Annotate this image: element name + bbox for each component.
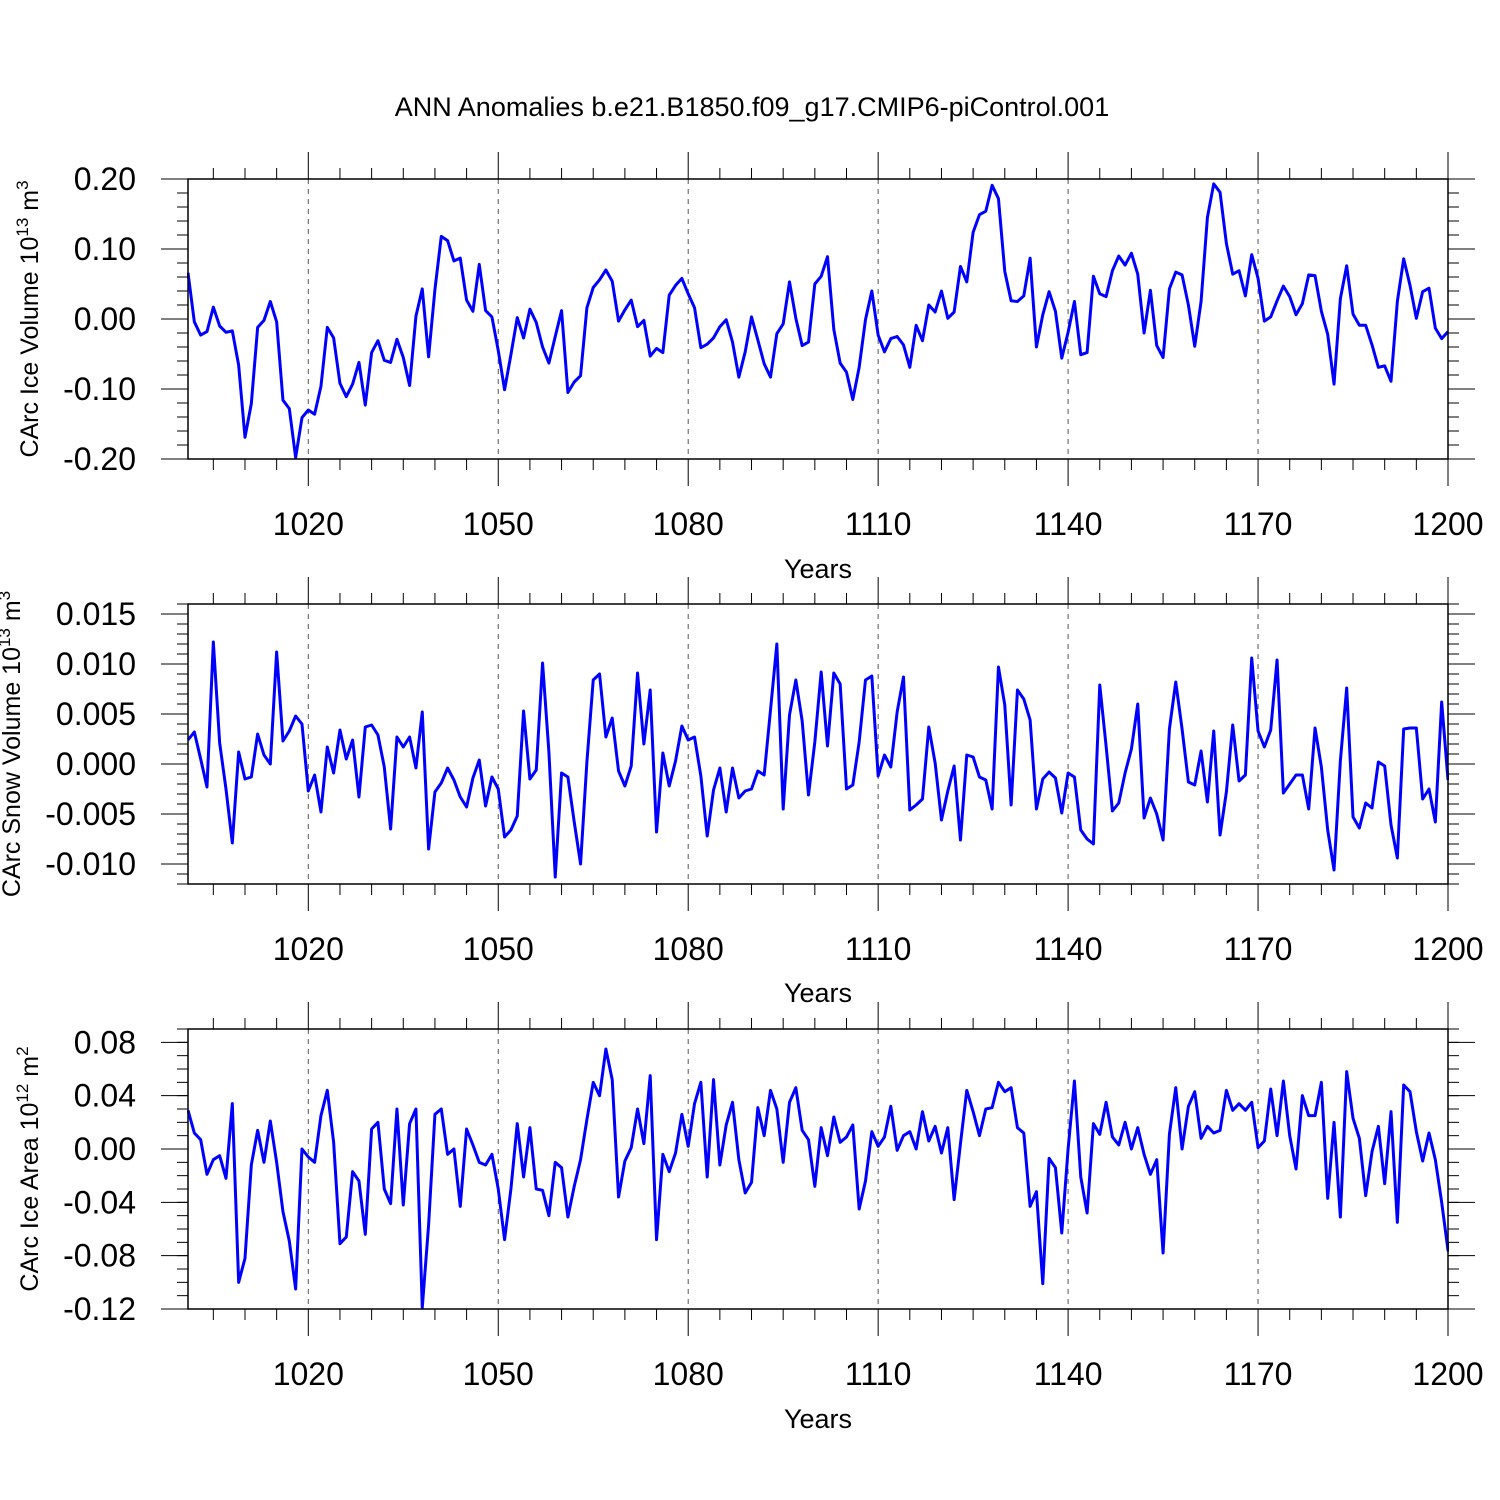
x-tick-label: 1140	[1034, 1356, 1103, 1392]
y-tick-label: 0.000	[56, 746, 136, 782]
x-tick-label: 1170	[1224, 931, 1293, 967]
y-tick-label: 0.00	[74, 301, 136, 337]
y-tick-label: -0.20	[63, 441, 136, 477]
y-tick-label: -0.010	[45, 846, 136, 882]
y-axis-label-exponent: 13	[0, 628, 14, 647]
x-tick-label: 1140	[1034, 506, 1103, 542]
series-line	[187, 182, 1449, 460]
y-axis-label-main: CArc Snow Volume 10	[0, 647, 26, 897]
panel-3: -0.12 -0.08 -0.04 0.00 0.04 0.08 1020 1050 1080 1…	[13, 1002, 1484, 1434]
y-tick-label: 0.010	[56, 646, 136, 682]
y-axis-label-main: CArc Ice Area 10	[16, 1103, 44, 1292]
x-axis-label: Years	[784, 1404, 852, 1434]
series-line	[187, 1047, 1449, 1310]
x-tick-label: 1050	[463, 1356, 534, 1392]
x-tick-label: 1200	[1412, 931, 1483, 967]
x-tick-label: 1080	[653, 506, 724, 542]
x-tick-label: 1140	[1034, 931, 1103, 967]
x-tick-label: 1110	[845, 1356, 911, 1392]
y-tick-label: -0.10	[63, 371, 136, 407]
y-axis-label-unit-exponent: 2	[13, 1046, 32, 1055]
panel-2: -0.010 -0.005 0.000 0.005 0.010 0.015 1020 1050…	[0, 577, 1484, 1008]
x-axis-label: Years	[784, 554, 852, 584]
y-tick-label: 0.10	[74, 231, 136, 267]
y-tick-label: 0.015	[56, 596, 136, 632]
y-tick-label: 0.00	[74, 1131, 136, 1167]
x-tick-label: 1110	[845, 931, 911, 967]
y-tick-label: -0.12	[63, 1291, 136, 1327]
x-tick-label: 1200	[1412, 506, 1483, 542]
x-tick-label: 1020	[273, 506, 344, 542]
y-axis-label: CArc Ice Area 1012 m2	[13, 1046, 44, 1291]
x-tick-label: 1080	[653, 1356, 724, 1392]
y-axis-label-unit-exponent: 3	[0, 591, 14, 600]
y-tick-label: -0.04	[63, 1184, 136, 1220]
x-tick-label: 1020	[273, 1356, 344, 1392]
x-tick-label: 1050	[463, 931, 534, 967]
y-axis-label-exponent: 12	[13, 1084, 32, 1103]
y-axis-label-unit-exponent: 3	[13, 180, 32, 189]
y-axis-label-unit: m	[16, 1056, 44, 1084]
series-line	[187, 640, 1449, 879]
y-axis-label: CArc Snow Volume 1013 m3	[0, 591, 26, 897]
x-tick-label: 1200	[1412, 1356, 1483, 1392]
x-tick-label: 1170	[1224, 506, 1293, 542]
x-tick-label: 1110	[845, 506, 911, 542]
y-tick-label: 0.005	[56, 696, 136, 732]
y-axis-label-unit: m	[16, 190, 44, 218]
x-tick-label: 1050	[463, 506, 534, 542]
x-tick-label: 1020	[273, 931, 344, 967]
y-tick-label: 0.20	[74, 161, 136, 197]
x-axis-label: Years	[784, 978, 852, 1008]
y-axis-label-main: CArc Ice Volume 10	[16, 237, 44, 458]
plot-frame	[187, 1028, 1449, 1310]
y-tick-label: -0.005	[45, 796, 136, 832]
plot-frame	[187, 178, 1449, 460]
plot-frame	[187, 603, 1449, 885]
y-axis-label: CArc Ice Volume 1013 m3	[13, 180, 44, 457]
y-axis-label-exponent: 13	[13, 218, 32, 237]
x-tick-label: 1080	[653, 931, 724, 967]
chart-title: ANN Anomalies b.e21.B1850.f09_g17.CMIP6-…	[395, 92, 1109, 122]
x-tick-label: 1170	[1224, 1356, 1293, 1392]
y-tick-label: 0.08	[74, 1024, 136, 1060]
y-tick-label: -0.08	[63, 1238, 136, 1274]
y-axis-label-unit: m	[0, 600, 26, 628]
y-tick-label: 0.04	[74, 1078, 136, 1114]
panel-1: -0.20 -0.10 0.00 0.10 0.20 1020 1050 1080 1110 11…	[13, 152, 1484, 584]
